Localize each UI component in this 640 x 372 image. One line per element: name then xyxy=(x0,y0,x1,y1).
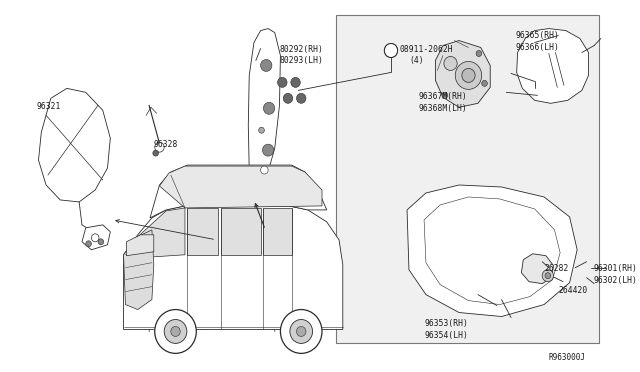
Circle shape xyxy=(444,57,457,70)
FancyBboxPatch shape xyxy=(336,15,599,343)
Polygon shape xyxy=(82,225,110,250)
Polygon shape xyxy=(159,166,322,208)
Circle shape xyxy=(462,68,475,82)
Polygon shape xyxy=(264,208,292,255)
Text: 96365(RH): 96365(RH) xyxy=(516,31,559,39)
Circle shape xyxy=(155,142,164,152)
Polygon shape xyxy=(248,29,280,190)
Polygon shape xyxy=(221,208,260,255)
Circle shape xyxy=(280,310,322,353)
Circle shape xyxy=(455,61,482,89)
Text: R963000J: R963000J xyxy=(549,353,586,362)
Text: 96301(RH): 96301(RH) xyxy=(593,264,637,273)
Circle shape xyxy=(542,270,554,282)
Circle shape xyxy=(278,77,287,87)
Text: 96353(RH): 96353(RH) xyxy=(424,320,468,328)
Polygon shape xyxy=(138,208,185,258)
Circle shape xyxy=(92,234,99,242)
Circle shape xyxy=(442,92,448,98)
Circle shape xyxy=(482,80,488,86)
Text: 96366(LH): 96366(LH) xyxy=(516,42,559,52)
Circle shape xyxy=(260,60,272,71)
Polygon shape xyxy=(516,29,589,103)
Circle shape xyxy=(385,44,397,58)
Polygon shape xyxy=(124,230,154,310)
Text: 264420: 264420 xyxy=(558,286,588,295)
Circle shape xyxy=(290,320,312,343)
Circle shape xyxy=(153,150,159,156)
Polygon shape xyxy=(150,165,327,218)
Polygon shape xyxy=(38,89,110,202)
Polygon shape xyxy=(407,185,577,317)
Circle shape xyxy=(291,77,300,87)
Circle shape xyxy=(259,127,264,133)
Text: 96321: 96321 xyxy=(36,102,61,111)
Text: 96354(LH): 96354(LH) xyxy=(424,331,468,340)
Circle shape xyxy=(98,239,104,245)
Circle shape xyxy=(264,102,275,114)
Circle shape xyxy=(385,44,397,58)
Polygon shape xyxy=(435,41,490,107)
Circle shape xyxy=(164,320,187,343)
Text: 96328: 96328 xyxy=(154,140,178,149)
Circle shape xyxy=(155,310,196,353)
Text: N: N xyxy=(386,48,390,54)
Circle shape xyxy=(262,144,274,156)
Polygon shape xyxy=(187,208,218,255)
Text: 80292(RH): 80292(RH) xyxy=(280,45,323,54)
Text: 08911-2062H: 08911-2062H xyxy=(399,45,453,54)
Polygon shape xyxy=(124,206,343,330)
Circle shape xyxy=(284,93,292,103)
Text: 26282: 26282 xyxy=(544,264,568,273)
Text: N: N xyxy=(389,51,393,58)
Circle shape xyxy=(296,93,306,103)
Circle shape xyxy=(86,241,92,247)
Circle shape xyxy=(476,51,482,57)
Text: 96368M(LH): 96368M(LH) xyxy=(419,104,467,113)
Text: (4): (4) xyxy=(409,57,424,65)
Circle shape xyxy=(296,327,306,336)
Circle shape xyxy=(260,166,268,174)
Polygon shape xyxy=(522,254,554,283)
Polygon shape xyxy=(126,235,154,256)
Circle shape xyxy=(545,273,550,279)
Text: 80293(LH): 80293(LH) xyxy=(280,57,323,65)
Text: 96367M(RH): 96367M(RH) xyxy=(419,92,467,101)
Text: 96302(LH): 96302(LH) xyxy=(593,276,637,285)
Circle shape xyxy=(171,327,180,336)
